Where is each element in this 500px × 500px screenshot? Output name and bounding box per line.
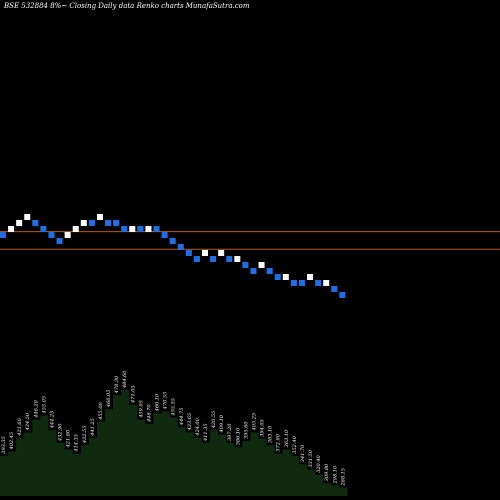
value-label: 320.40 [316, 454, 322, 472]
renko-brick-down [153, 226, 160, 232]
value-label: 405.25 [251, 413, 257, 431]
value-label: 455.00 [98, 401, 104, 420]
renko-brick-down [48, 232, 55, 238]
value-label: 331.50 [308, 449, 314, 467]
renko-brick-down [266, 268, 273, 274]
renko-brick-down [242, 262, 249, 268]
value-label: 478.30 [114, 375, 120, 394]
renko-brick-down [32, 220, 39, 226]
volume-area [0, 390, 348, 496]
value-label: 432.90 [58, 423, 64, 442]
value-label: 421.80 [66, 429, 72, 448]
renko-brick-down [169, 238, 176, 244]
renko-brick-up [96, 214, 103, 220]
renko-brick-up [145, 226, 152, 232]
value-label: 471.05 [130, 385, 136, 404]
value-label: 421.60 [17, 417, 23, 436]
renko-brick-up [218, 250, 225, 256]
renko-brick-down [331, 286, 338, 292]
renko-brick-up [72, 226, 79, 232]
renko-brick-down [250, 268, 257, 274]
renko-brick-down [210, 256, 217, 262]
value-label: 444.75 [179, 408, 185, 427]
value-label: 470.55 [163, 392, 169, 411]
renko-brick-up [323, 280, 330, 286]
value-label: 424.00 [195, 417, 201, 436]
value-label: 455.55 [171, 398, 177, 417]
volume-area-shape [0, 390, 348, 496]
value-label: 409.10 [219, 414, 225, 433]
value-label: 394.05 [260, 419, 266, 437]
renko-brick-down [177, 244, 184, 250]
renko-brick-down [161, 232, 168, 238]
renko-brick-down [121, 226, 128, 232]
value-label: 455.05 [41, 396, 47, 415]
renko-brick-down [56, 238, 63, 244]
value-label: 441.25 [90, 418, 96, 437]
renko-brick-down [113, 220, 120, 226]
renko-bricks [0, 214, 346, 298]
renko-brick-down [315, 280, 322, 286]
renko-brick-down [298, 280, 305, 286]
value-label: 448.70 [146, 404, 152, 423]
value-label: 414.35 [74, 434, 80, 453]
renko-brick-up [234, 256, 241, 262]
renko-brick-down [137, 226, 144, 232]
value-label: 402.45 [9, 432, 15, 451]
renko-brick-up [282, 274, 289, 280]
value-label: 432.55 [82, 426, 88, 445]
value-label: 484.60 [122, 370, 128, 389]
value-label: 288.15 [340, 468, 346, 487]
value-label: 460.10 [155, 393, 161, 412]
value-label: 309.80 [324, 463, 330, 481]
value-label: 383.10 [268, 425, 274, 443]
value-label: 466.05 [106, 390, 112, 409]
value-label: 395.60 [243, 421, 249, 439]
renko-brick-up [80, 220, 87, 226]
value-label: 372.90 [276, 433, 282, 451]
value-label: 420.55 [211, 411, 217, 430]
value-label: 341.70 [300, 444, 306, 462]
value-label: 411.35 [203, 424, 209, 443]
value-label: 298.10 [332, 465, 338, 484]
value-label: 397.20 [227, 423, 233, 441]
value-label: 363.10 [284, 429, 290, 447]
chart-title: BSE 532884 8%~ Closing Daily data Renko … [4, 2, 250, 10]
renko-brick-up [64, 232, 71, 238]
renko-brick-down [226, 256, 233, 262]
renko-brick-down [105, 220, 112, 226]
renko-brick-down [88, 220, 95, 226]
renko-brick-down [290, 280, 297, 286]
renko-brick-up [307, 274, 314, 280]
value-label: 393.35 [1, 436, 7, 454]
renko-brick-down [274, 274, 281, 280]
reference-lines [0, 231, 500, 250]
renko-brick-down [0, 232, 6, 238]
value-label: 386.10 [235, 427, 241, 445]
renko-brick-down [185, 250, 192, 256]
renko-brick-up [129, 226, 136, 232]
renko-brick-up [16, 220, 23, 226]
value-label: 446.20 [33, 399, 39, 418]
renko-brick-up [258, 262, 265, 268]
renko-brick-down [40, 226, 47, 232]
renko-brick-up [24, 214, 31, 220]
renko-brick-down [339, 292, 346, 298]
value-label: 444.25 [49, 411, 55, 430]
renko-brick-up [8, 226, 15, 232]
value-label: 352.40 [292, 435, 298, 453]
renko-brick-down [193, 256, 200, 262]
value-label: 433.65 [187, 413, 193, 432]
renko-brick-up [202, 250, 208, 256]
value-label: 434.50 [25, 412, 31, 431]
value-label: 459.05 [138, 400, 144, 419]
